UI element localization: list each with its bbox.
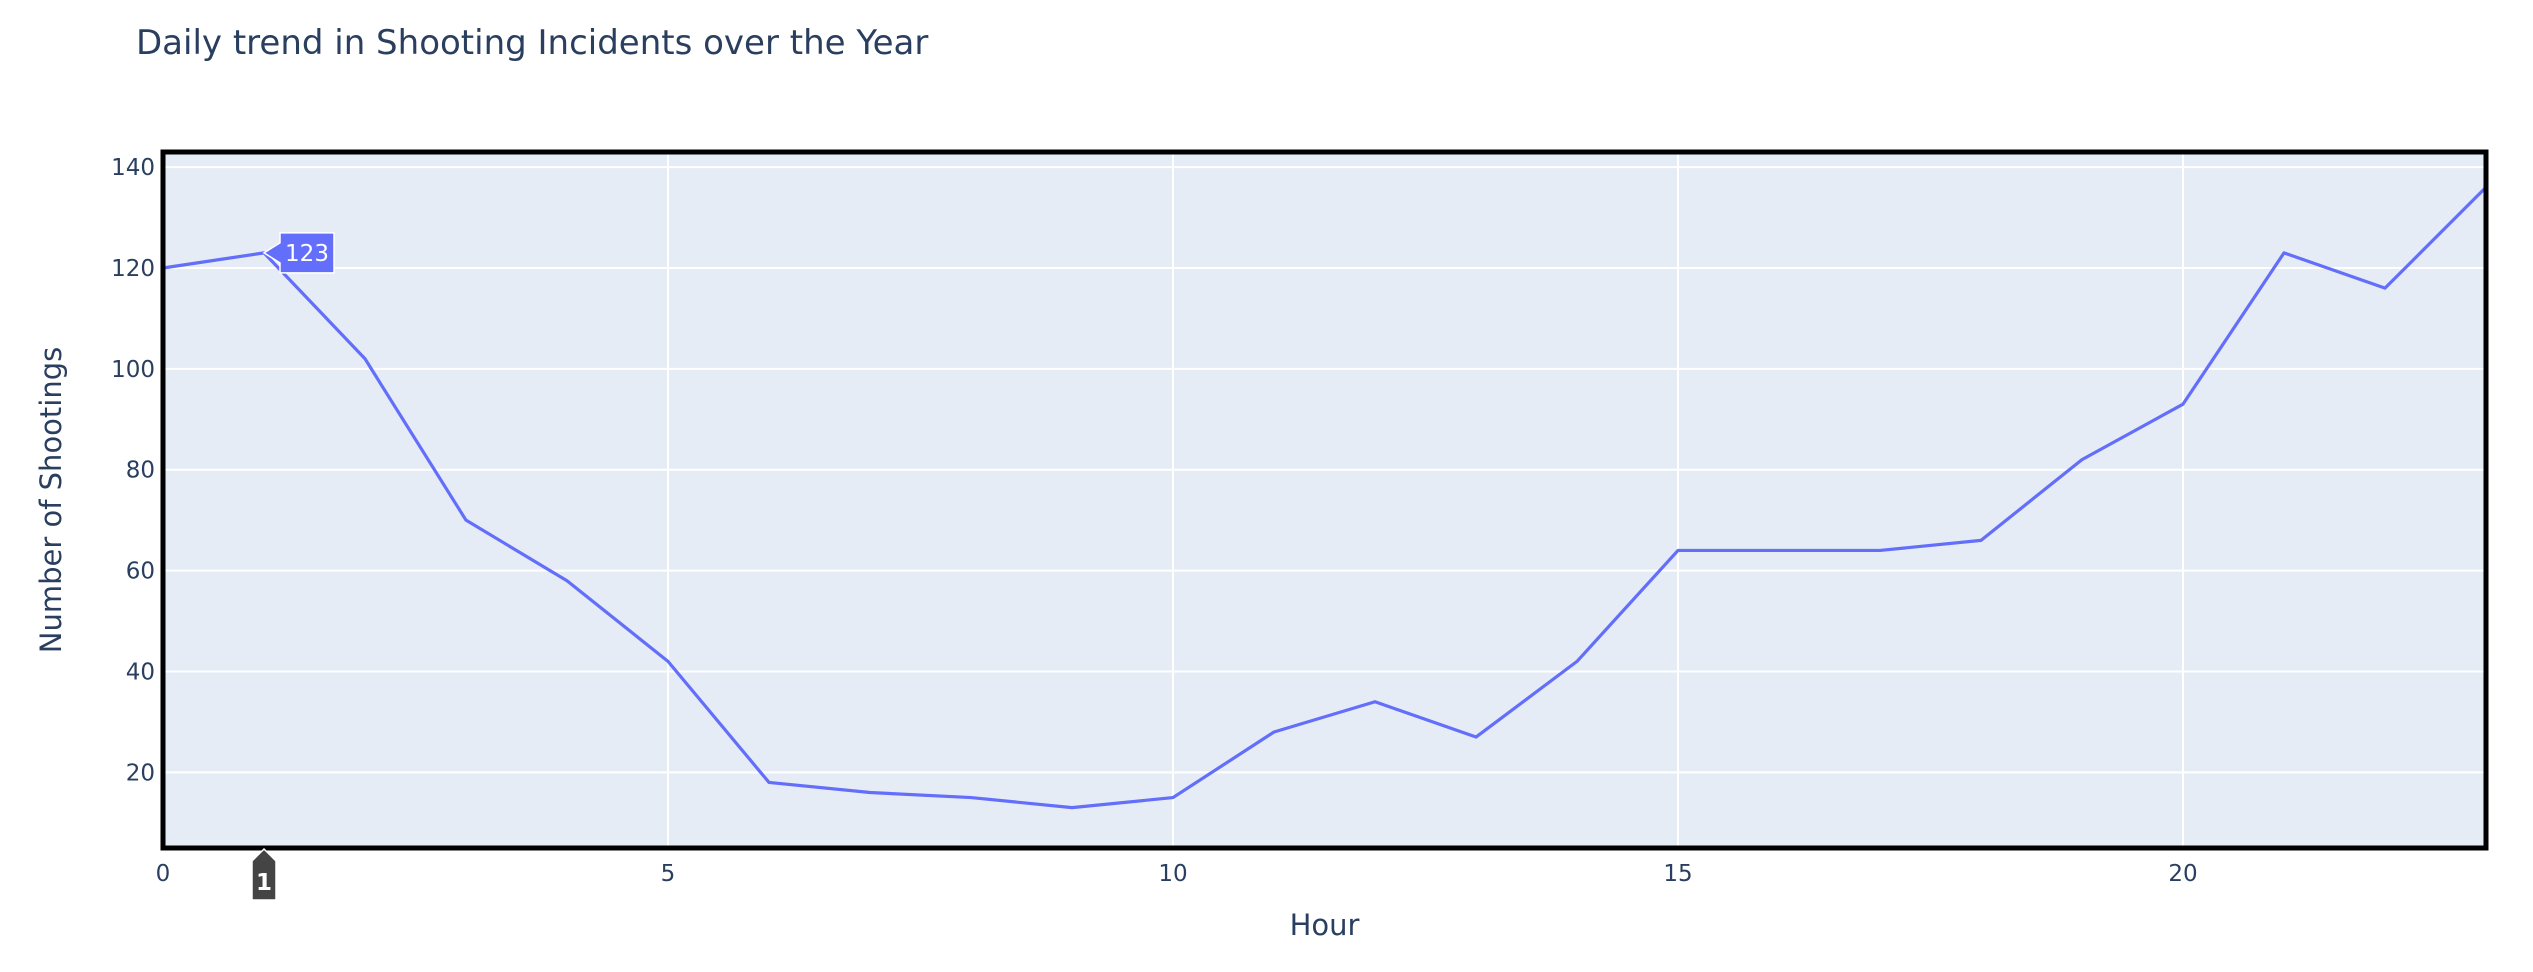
x-tick-label: 10 [1158,861,1187,887]
x-tick-label: 0 [156,861,171,887]
x-axis: 0 5 10 15 20 [156,861,2198,887]
y-tick-label: 80 [126,458,155,484]
y-tick-label: 120 [111,256,155,282]
x-spike-label-box [251,847,277,901]
plot-border [160,149,2489,851]
x-spike-label-text: 1 [256,870,272,896]
y-tick-label: 100 [111,357,155,383]
series-line [161,185,2488,810]
x-tick-label: 15 [1663,861,1692,887]
x-axis-title: Hour [1290,908,1360,942]
chart-title: Daily trend in Shooting Incidents over t… [136,23,928,63]
y-tick-label: 20 [126,760,155,786]
x-tick-label: 5 [661,861,676,887]
y-tick-label: 60 [126,559,155,585]
x-tick-label: 20 [2168,861,2197,887]
y-tick-label: 140 [111,155,155,181]
y-tick-label: 40 [126,659,155,685]
plot-area[interactable] [163,152,2486,848]
y-axis: 20 40 60 80 100 120 140 [111,155,155,786]
hover-label-text: 123 [285,241,329,267]
hover-tooltip: 123 1 [251,232,335,901]
series-layer [161,185,2488,810]
y-axis-title: Number of Shootings [34,347,68,653]
hover-label-box [262,232,335,274]
